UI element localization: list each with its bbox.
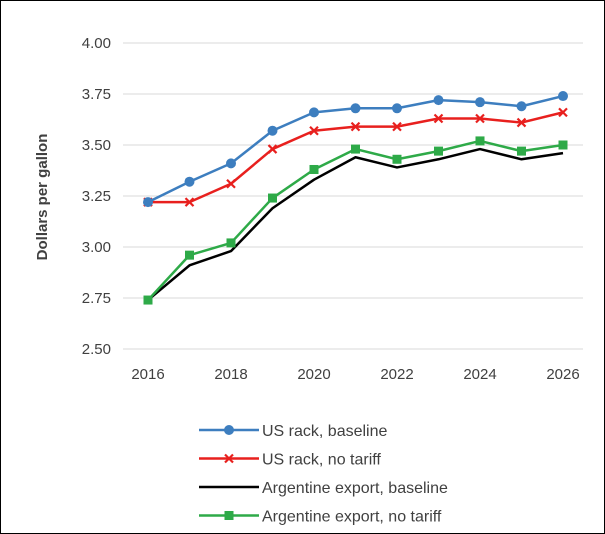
series-argentine-export-no-tariff [143, 136, 568, 305]
series-line [147, 139, 564, 301]
data-point [226, 158, 236, 169]
x-tick-label: 2020 [297, 366, 330, 383]
data-point [267, 125, 278, 136]
x-tick-label: 2016 [131, 366, 164, 383]
data-point [475, 113, 485, 124]
y-tick-label: 2.75 [82, 290, 111, 307]
data-point [392, 121, 402, 132]
data-point [143, 197, 153, 208]
legend-marker [224, 453, 234, 464]
legend-label: US rack, baseline [262, 423, 387, 440]
legend-label: US rack, no tariff [262, 452, 381, 469]
data-point [143, 295, 153, 305]
data-point [433, 95, 444, 106]
data-point [309, 125, 319, 136]
data-point [558, 140, 568, 150]
y-axis-label: Dollars per gallon [34, 134, 51, 261]
gridlines [123, 42, 583, 350]
data-point [475, 136, 485, 146]
series-us-rack-no-tariff [143, 107, 568, 207]
data-point [516, 117, 527, 128]
y-tick-label: 3.50 [82, 137, 111, 154]
y-tick-label: 2.50 [82, 341, 111, 358]
data-point [184, 197, 195, 207]
data-point [516, 101, 527, 112]
data-point [392, 103, 402, 114]
series-us-rack-baseline [143, 91, 568, 208]
data-point [309, 107, 319, 118]
legend-label: Argentine export, baseline [262, 480, 448, 497]
data-point [517, 146, 526, 156]
legend-marker [224, 425, 234, 435]
series-layer [143, 91, 568, 305]
y-tick-label: 3.25 [82, 188, 111, 205]
legend-item: US rack, baseline [199, 423, 387, 440]
legend-item: Argentine export, no tariff [199, 509, 442, 526]
data-point [558, 107, 568, 118]
data-point [226, 238, 236, 248]
legend-label: Argentine export, no tariff [262, 509, 442, 526]
data-point [392, 154, 402, 164]
data-point [185, 250, 194, 260]
data-point [350, 103, 361, 114]
legend-item: US rack, no tariff [199, 452, 381, 469]
x-tick-label: 2026 [546, 366, 579, 383]
y-tick-label: 3.00 [82, 239, 111, 256]
legend-marker [224, 511, 234, 520]
x-tick-label: 2024 [463, 366, 496, 383]
x-axis-ticks: 2016 2018 2020 2022 2024 2026 [131, 366, 579, 383]
y-tick-label: 3.75 [82, 86, 111, 103]
data-point [226, 178, 236, 189]
data-point [558, 91, 568, 102]
y-axis-ticks: 2.50 2.75 3.00 3.25 3.50 3.75 4.00 [82, 35, 111, 358]
legend-item: Argentine export, baseline [199, 480, 448, 497]
data-point [433, 113, 444, 124]
series-argentine-export-baseline [147, 147, 564, 301]
data-point [309, 164, 319, 174]
legend: US rack, baseline US rack, no tariff Argen… [199, 423, 448, 526]
data-point [350, 121, 361, 132]
data-point [434, 146, 443, 156]
data-point [351, 144, 360, 154]
x-tick-label: 2022 [380, 366, 413, 383]
x-tick-label: 2018 [214, 366, 247, 383]
data-point [184, 176, 195, 187]
data-point [475, 97, 485, 108]
data-point [268, 193, 277, 203]
y-tick-label: 4.00 [82, 35, 111, 52]
data-point [267, 144, 278, 154]
series-line [147, 147, 564, 301]
